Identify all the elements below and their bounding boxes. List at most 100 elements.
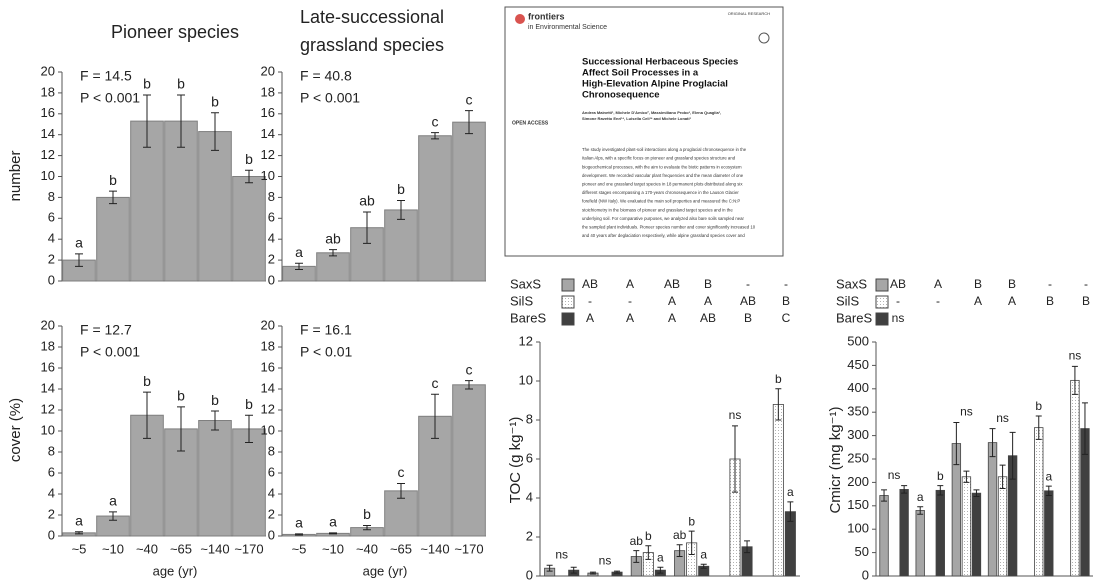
error-bar xyxy=(917,506,924,515)
y-tick-label: 18 xyxy=(261,84,275,99)
significance-letter: ab xyxy=(630,534,644,548)
bar xyxy=(1070,379,1080,577)
bar xyxy=(987,442,998,577)
stats: F = 14.5 xyxy=(80,68,132,84)
error-bar xyxy=(963,470,970,483)
error-bar xyxy=(465,380,473,390)
y-tick-label: 14 xyxy=(41,380,55,395)
legend-label: SilS xyxy=(836,293,859,308)
bar xyxy=(452,121,486,282)
y-tick-label: 6 xyxy=(268,464,275,479)
legend-swatch xyxy=(875,312,889,326)
y-tick-label: 2 xyxy=(48,506,55,521)
stats: F = 12.7 xyxy=(80,322,132,338)
error-bar xyxy=(177,406,185,452)
test-result: - xyxy=(1084,277,1088,291)
y-tick-label: 100 xyxy=(847,521,869,536)
significance-letter: c xyxy=(432,113,439,129)
paper-thumbnail: frontiers in Environmental Science ORIGI… xyxy=(504,6,784,257)
significance-letter: b xyxy=(245,396,253,412)
paper-abstract: biogeochemical processes, with the aim t… xyxy=(582,164,742,169)
y-tick-label: 18 xyxy=(41,84,55,99)
legend-label: SaxS xyxy=(836,276,867,291)
test-result: - xyxy=(936,294,940,308)
test-result: A xyxy=(1008,294,1016,308)
significance-letter: a xyxy=(295,515,303,531)
y-tick-label: 400 xyxy=(847,380,869,395)
y-tick-label: 8 xyxy=(526,411,533,426)
bar xyxy=(164,120,198,282)
significance-letter: b xyxy=(1035,399,1042,413)
significance-letter: b xyxy=(177,388,185,404)
y-tick-label: 20 xyxy=(41,63,55,78)
test-result: A xyxy=(626,277,634,291)
panel-title: Late-successional xyxy=(300,7,444,27)
test-result: B xyxy=(704,277,712,291)
test-result: B xyxy=(782,294,790,308)
group-label: ns xyxy=(996,411,1009,425)
significance-letter: c xyxy=(398,464,405,480)
error-bar xyxy=(329,532,337,535)
x-tick-label: ~40 xyxy=(356,541,378,556)
y-tick-label: 20 xyxy=(261,63,275,78)
significance-letter: a xyxy=(700,547,707,561)
test-result: B xyxy=(744,311,752,325)
significance-letter: a xyxy=(109,493,117,509)
error-bar xyxy=(177,94,185,148)
paper-abstract: and 40 years after deglaciation respecti… xyxy=(582,233,745,238)
y-tick-label: 6 xyxy=(48,464,55,479)
test-result: AB xyxy=(664,277,680,291)
group-label: ns xyxy=(555,547,568,561)
y-tick-label: 10 xyxy=(41,422,55,437)
error-bar xyxy=(775,388,782,421)
error-bar xyxy=(363,525,371,531)
error-bar xyxy=(431,393,439,439)
test-result: B xyxy=(1008,277,1016,291)
y-tick-label: 250 xyxy=(847,450,869,465)
legend-label: SilS xyxy=(510,293,533,308)
y-tick-label: 12 xyxy=(41,401,55,416)
bar xyxy=(384,209,418,282)
error-bar xyxy=(614,570,621,574)
error-bar xyxy=(999,464,1006,489)
y-tick-label: 0 xyxy=(268,272,275,287)
error-bar xyxy=(295,533,303,536)
stats: P < 0.001 xyxy=(300,90,360,106)
y-tick-label: 4 xyxy=(526,489,533,504)
y-tick-label: 14 xyxy=(261,126,275,141)
error-bar xyxy=(397,200,405,220)
y-tick-label: 2 xyxy=(526,528,533,543)
bar xyxy=(198,131,232,282)
test-result: A xyxy=(668,311,676,325)
error-bar xyxy=(732,425,738,493)
significance-letter: b xyxy=(363,506,371,522)
y-tick-label: 16 xyxy=(41,105,55,120)
error-bar xyxy=(1009,431,1016,480)
error-bar xyxy=(881,489,888,502)
error-bar xyxy=(937,485,944,496)
test-result: AB xyxy=(700,311,716,325)
error-bar xyxy=(211,410,219,431)
journal-name: frontiers xyxy=(528,11,565,21)
y-tick-label: 16 xyxy=(261,359,275,374)
y-tick-label: 16 xyxy=(261,105,275,120)
y-tick-label: 20 xyxy=(261,317,275,332)
significance-letter: b xyxy=(143,76,151,92)
y-tick-label: 8 xyxy=(268,443,275,458)
error-bar xyxy=(75,531,83,535)
test-result: A xyxy=(586,311,594,325)
error-bar xyxy=(75,253,83,267)
stats: F = 16.1 xyxy=(300,322,352,338)
error-bar xyxy=(953,421,960,466)
significance-letter: c xyxy=(432,375,439,391)
test-result: B xyxy=(1046,294,1054,308)
legend-label: SaxS xyxy=(510,276,541,291)
y-tick-label: 0 xyxy=(48,272,55,287)
bar xyxy=(1044,490,1054,577)
paper-abstract: The study investigated plant-soil intera… xyxy=(582,147,747,152)
significance-letter: c xyxy=(466,361,473,377)
y-tick-label: 4 xyxy=(48,485,55,500)
y-axis-label: TOC (g kg⁻¹) xyxy=(507,417,524,504)
